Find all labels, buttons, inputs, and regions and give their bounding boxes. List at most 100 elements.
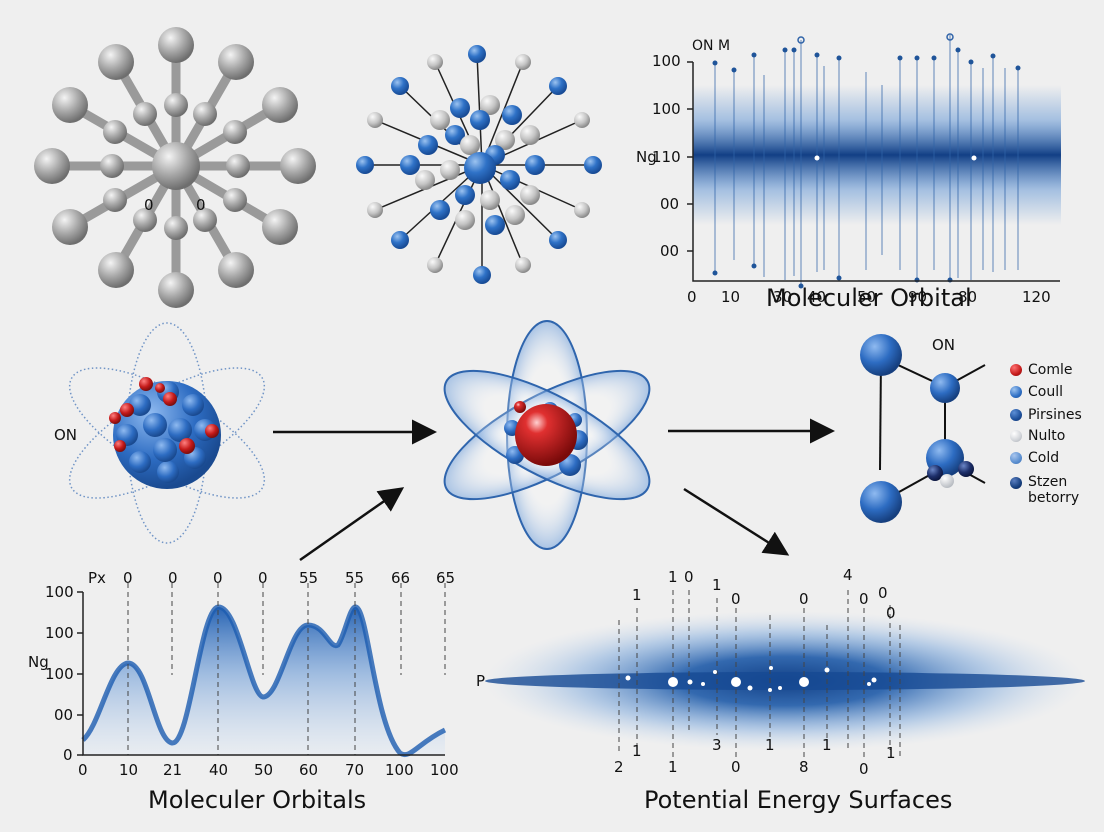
legend-swatch: [1010, 364, 1022, 376]
top-label: 66: [391, 569, 411, 587]
legend-label: Comle: [1028, 362, 1073, 378]
legend-label: Coull: [1028, 384, 1063, 400]
y-tick: 00: [660, 195, 680, 213]
y-tick: 00: [54, 706, 74, 724]
legend-swatch: [1010, 386, 1022, 398]
legend-label: Pirsines: [1028, 407, 1082, 423]
bottom-label: 8: [799, 758, 809, 776]
orbitals-density-plot: [77, 583, 447, 758]
top-label: 1: [632, 586, 642, 604]
y-axis-label: Ng: [636, 148, 657, 166]
bottom-label: 3: [712, 736, 722, 754]
legend-item: Nulto: [1010, 428, 1065, 444]
x-tick: 30: [773, 288, 793, 306]
top-label: 0: [731, 590, 741, 608]
x-tick: 50: [857, 288, 877, 306]
y-tick: 100: [45, 624, 74, 642]
top-label: 55: [299, 569, 319, 587]
nucleus-cloud-illustration: ON: [30, 310, 290, 560]
x-tick: 60: [299, 761, 319, 779]
bottom-label: 1: [765, 736, 775, 754]
molecule-legend-panel: ON Comle Coull Pirsines Nulto Cold Stzen…: [840, 320, 1104, 540]
x-tick: 10: [119, 761, 139, 779]
bottom-label: 0: [731, 758, 741, 776]
nucleus-label: ON: [54, 426, 78, 444]
y-tick: 100: [652, 100, 681, 118]
bottom-label: 1: [822, 736, 832, 754]
chart-title-molecular-orbitals: Moleculer Orbitals: [148, 786, 367, 814]
molecular-orbitals-chart: Px 0 0 0 0 55 55 66 65 100 100 Ng 100 00…: [28, 565, 460, 780]
molecule-structure-icon: [860, 334, 986, 523]
legend-item: Comle: [1010, 362, 1072, 378]
top-label: 1: [668, 568, 678, 586]
y-tick: 100: [45, 665, 74, 683]
y-tick: 110: [652, 148, 681, 166]
y-axis-label: Ng: [28, 653, 49, 671]
top-label: 55: [345, 569, 365, 587]
y-tick: 0: [63, 746, 73, 764]
legend-label: Cold: [1028, 450, 1060, 466]
x-tick: 100: [385, 761, 414, 779]
top-label: 65: [436, 569, 456, 587]
potential-energy-chart: P 1 1 0 1 0 0 4 0 0 0 2 1 1 3 0 1 8 1 0 …: [470, 560, 1104, 790]
top-label: 0: [684, 568, 694, 586]
x-tick: 90: [908, 288, 928, 306]
top-label: 0: [213, 569, 223, 587]
x-tick: 10: [721, 288, 741, 306]
bottom-label: 1: [668, 758, 678, 776]
atom-cluster-icon: [356, 45, 602, 284]
x-tick: 80: [958, 288, 978, 306]
gray-molecule-icon: [34, 27, 316, 308]
legend-swatch: [1010, 430, 1022, 442]
x-tick: 21: [163, 761, 183, 779]
orbital-scatter-plot: [687, 33, 1061, 289]
legend-swatch: [1010, 477, 1022, 489]
arrow-down-right-icon: [683, 487, 790, 556]
blue-cluster-illustration: [340, 20, 620, 300]
energy-surface-plot: [485, 590, 1085, 760]
x-tick: 40: [807, 288, 827, 306]
left-axis-label: P: [476, 672, 486, 690]
legend-item: Cold: [1010, 450, 1059, 466]
chart-title-molecular-orbital: Moleculer Orbital: [766, 284, 972, 312]
top-label: 1: [712, 576, 722, 594]
chart-title-potential-energy: Potential Energy Surfaces: [644, 786, 953, 814]
molecule-label: ON: [932, 336, 956, 354]
y-tick: 100: [45, 583, 74, 601]
top-label: 4: [843, 566, 853, 584]
legend-label-line2: betorry: [1028, 490, 1080, 506]
bottom-label: 0: [859, 760, 869, 778]
x-tick: 100: [430, 761, 459, 779]
x-tick: 120: [1022, 288, 1051, 306]
x-tick: 40: [209, 761, 229, 779]
legend-label-block: Stzen betorry: [1028, 474, 1079, 506]
gray-molecule-illustration: 0 0: [0, 0, 340, 320]
bottom-label: 2: [614, 758, 624, 776]
x-tick: 0: [687, 288, 697, 306]
molecule-label-fragment-left: 0: [144, 196, 154, 214]
x-tick: 0: [78, 761, 88, 779]
atom-icon: [443, 320, 651, 550]
top-label: 0: [799, 590, 809, 608]
nucleus-icon: [68, 322, 266, 544]
legend-label: Nulto: [1028, 428, 1066, 444]
chart-corner-label: Px: [88, 569, 106, 587]
molecule-label-fragment-right: 0: [196, 196, 206, 214]
legend-label: Stzen: [1028, 474, 1068, 490]
chart-corner-label: ON M: [692, 38, 731, 54]
top-label: 0: [878, 584, 888, 602]
x-tick: 50: [254, 761, 274, 779]
legend-item: Pirsines: [1010, 407, 1082, 423]
legend-swatch: [1010, 452, 1022, 464]
bottom-label: 1: [632, 742, 642, 760]
top-label: 0: [886, 604, 896, 622]
legend-item: Stzen betorry: [1010, 474, 1079, 506]
y-tick: 100: [652, 52, 681, 70]
bottom-label: 1: [886, 744, 896, 762]
top-label: 0: [258, 569, 268, 587]
arrow-up-right-icon: [299, 487, 405, 562]
molecular-orbital-chart: ON M 100 100 Ng 110 00 00 0 10 30 40 50 …: [636, 30, 1104, 320]
top-label: 0: [123, 569, 133, 587]
top-label: 0: [168, 569, 178, 587]
x-tick: 70: [345, 761, 365, 779]
